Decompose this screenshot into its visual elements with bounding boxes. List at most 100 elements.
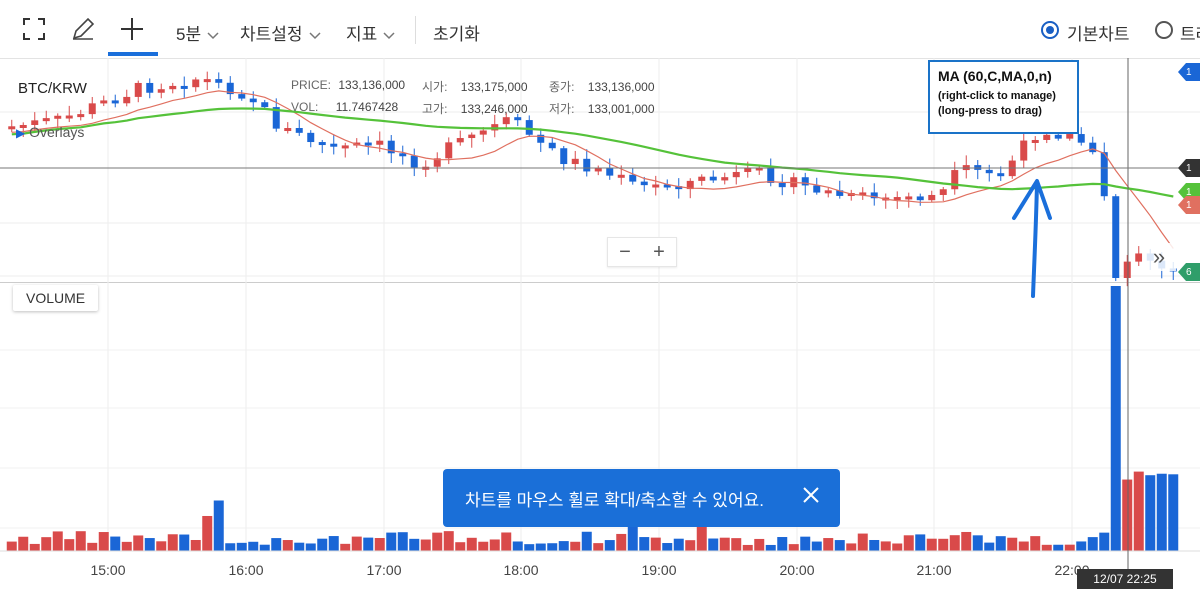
candle-body xyxy=(1077,134,1085,143)
chart-grid xyxy=(0,58,1200,551)
candle-body xyxy=(836,190,844,196)
candle-body xyxy=(226,82,234,95)
vol-info: VOL: 11.7467428 xyxy=(291,100,398,114)
crosshair-tool-icon[interactable] xyxy=(117,14,147,44)
high-info: 고가: 133,246,000 xyxy=(422,100,528,117)
pencil-icon[interactable] xyxy=(68,14,98,44)
volume-bar xyxy=(202,515,213,551)
candle-body xyxy=(134,82,142,97)
low-value: 133,001,000 xyxy=(587,102,655,116)
candle-body xyxy=(157,89,165,93)
volume-bar xyxy=(236,542,247,551)
candle-body xyxy=(997,173,1005,177)
volume-bar xyxy=(788,544,799,551)
volume-bar xyxy=(386,532,397,551)
volume-bar xyxy=(305,543,316,551)
volume-bar xyxy=(846,543,857,551)
reset-button[interactable]: 초기화 xyxy=(433,25,480,44)
volume-bar xyxy=(363,537,374,551)
ma-indicator-popup[interactable]: MA (60,C,MA,0,n) (right-click to manage)… xyxy=(928,60,1079,134)
close-icon[interactable] xyxy=(802,486,820,509)
volume-bar xyxy=(121,541,132,551)
volume-bar xyxy=(340,543,351,551)
candle-body xyxy=(801,177,809,186)
candle-body xyxy=(146,82,154,93)
volume-bar xyxy=(834,540,845,551)
volume-bar xyxy=(1053,544,1064,551)
candle-body xyxy=(65,115,73,119)
zoom-out-button[interactable]: − xyxy=(619,240,631,263)
price-volume-chart[interactable]: 15:00 16:00 17:00 18:00 19:00 20:00 21:00 22:00 xyxy=(0,58,1200,589)
candle-body xyxy=(721,177,729,181)
candle-body xyxy=(928,194,936,201)
candle-body xyxy=(1135,253,1143,262)
candle-body xyxy=(100,100,108,104)
volume-bar xyxy=(777,537,788,551)
volume-bar xyxy=(650,537,661,551)
second-chart-label[interactable]: 트레 xyxy=(1180,25,1200,44)
candle-body xyxy=(399,153,407,157)
volume-bar xyxy=(225,543,236,551)
chevron-down-icon xyxy=(207,31,219,39)
zoom-control: − + xyxy=(607,237,677,267)
scroll-to-latest-button[interactable]: » xyxy=(1142,243,1176,271)
candle-body xyxy=(330,143,338,147)
candle-body xyxy=(778,182,786,188)
candle-body xyxy=(813,185,821,193)
candle-body xyxy=(169,85,177,90)
volume-bar xyxy=(961,531,972,551)
volume-bar xyxy=(64,539,75,551)
ma-popup-hint-drag: (long-press to drag) xyxy=(938,105,1042,117)
zoom-in-button[interactable]: + xyxy=(653,240,665,263)
volume-bar xyxy=(144,538,155,551)
volume-bar xyxy=(443,531,454,551)
toolbar-divider xyxy=(415,16,416,44)
volume-bar xyxy=(1133,471,1144,551)
volume-bar xyxy=(1122,479,1133,551)
x-tick-label: 21:00 xyxy=(916,562,951,578)
close-value: 133,136,000 xyxy=(587,80,655,94)
candle-body xyxy=(433,158,441,167)
volume-bar xyxy=(811,541,822,551)
volume-bar xyxy=(52,531,63,551)
candle-body xyxy=(180,85,188,89)
volume-bar xyxy=(984,542,995,551)
candle-body xyxy=(445,142,453,159)
ma-short-line xyxy=(11,90,1174,249)
volume-bar xyxy=(282,540,293,551)
volume-bar xyxy=(1087,537,1098,551)
volume-bar xyxy=(857,533,868,551)
volume-bar xyxy=(800,536,811,551)
x-axis: 15:00 16:00 17:00 18:00 19:00 20:00 21:00 22:00 xyxy=(0,550,1200,578)
second-chart-radio[interactable] xyxy=(1155,21,1173,39)
candle-body xyxy=(284,128,292,132)
x-tick-label: 16:00 xyxy=(228,562,263,578)
basic-chart-label[interactable]: 기본차트 xyxy=(1067,25,1130,44)
candle-body xyxy=(755,167,763,171)
volume-bar xyxy=(926,538,937,551)
candle-body xyxy=(744,167,752,172)
interval-dropdown[interactable]: 5분 xyxy=(176,20,219,45)
candle-body xyxy=(732,171,740,178)
candle-body xyxy=(192,79,200,88)
volume-bar xyxy=(995,536,1006,551)
candle-body xyxy=(525,120,533,135)
indicators-dropdown[interactable]: 지표 xyxy=(346,20,395,45)
candle-body xyxy=(974,165,982,170)
volume-bar xyxy=(489,539,500,551)
fullscreen-icon[interactable] xyxy=(19,14,49,44)
volume-bar xyxy=(869,539,880,551)
ma-popup-hint-manage: (right-click to manage) xyxy=(938,90,1056,102)
volume-bar xyxy=(1156,473,1167,551)
chart-settings-dropdown[interactable]: 차트설정 xyxy=(240,20,321,45)
volume-bar xyxy=(604,540,615,551)
volume-bar xyxy=(29,543,40,551)
play-icon: ▶ xyxy=(16,126,26,140)
basic-chart-radio[interactable] xyxy=(1041,21,1059,39)
candle-body xyxy=(537,134,545,143)
volume-bar xyxy=(570,541,581,551)
volume-bar xyxy=(156,541,167,551)
overlays-toggle[interactable]: ▶ Overlays xyxy=(16,124,84,140)
price-value: 133,136,000 xyxy=(338,78,406,92)
candle-body xyxy=(42,118,50,122)
